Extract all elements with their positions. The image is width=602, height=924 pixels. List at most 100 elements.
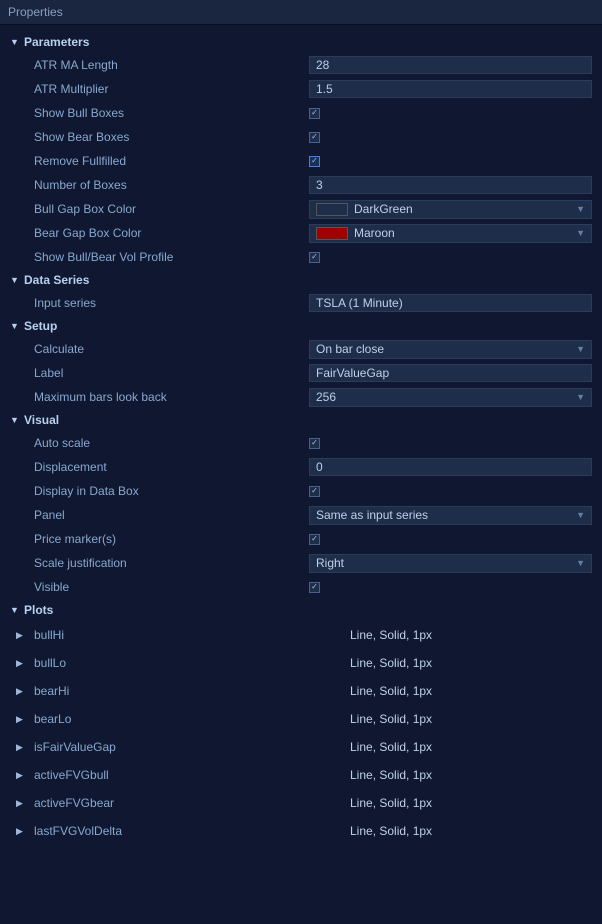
section-plots-title: Plots [24,603,53,617]
plot-name: bullHi [34,628,350,642]
section-visual-title: Visual [24,413,59,427]
chevron-down-icon: ▼ [576,510,585,520]
checkbox-auto-scale[interactable] [309,438,320,449]
bull-gap-color-name: DarkGreen [354,202,576,216]
row-label-field: Label [0,361,602,385]
row-displacement: Displacement [0,455,602,479]
panel-title: Properties [0,0,602,25]
plot-row-bullLo[interactable]: bullLoLine, Solid, 1px [0,649,602,677]
plot-row-activeFVGbull[interactable]: activeFVGbullLine, Solid, 1px [0,761,602,789]
plot-desc: Line, Solid, 1px [350,684,432,698]
checkbox-price-marker[interactable] [309,534,320,545]
label-input-series: Input series [34,296,309,310]
row-show-bear-boxes: Show Bear Boxes [0,125,602,149]
select-bear-gap-color[interactable]: Maroon ▼ [309,224,592,243]
select-scale-just[interactable]: Right ▼ [309,554,592,573]
label-remove-fullfilled: Remove Fullfilled [34,154,309,168]
input-atr-ma-length[interactable] [309,56,592,74]
plot-row-bearLo[interactable]: bearLoLine, Solid, 1px [0,705,602,733]
section-plots[interactable]: Plots [0,599,602,621]
section-parameters-title: Parameters [24,35,89,49]
section-parameters[interactable]: Parameters [0,31,602,53]
plot-name: lastFVGVolDelta [34,824,350,838]
input-atr-multiplier[interactable] [309,80,592,98]
checkbox-show-vol-profile[interactable] [309,252,320,263]
checkbox-visible[interactable] [309,582,320,593]
select-max-bars[interactable]: 256 ▼ [309,388,592,407]
label-calculate: Calculate [34,342,309,356]
input-number-of-boxes[interactable] [309,176,592,194]
row-atr-multiplier: ATR Multiplier [0,77,602,101]
checkbox-show-bear-boxes[interactable] [309,132,320,143]
row-show-vol-profile: Show Bull/Bear Vol Profile [0,245,602,269]
label-bear-gap-color: Bear Gap Box Color [34,226,309,240]
label-display-databox: Display in Data Box [34,484,309,498]
chevron-down-icon [10,321,20,331]
chevron-down-icon: ▼ [576,204,585,214]
chevron-down-icon: ▼ [576,558,585,568]
label-show-vol-profile: Show Bull/Bear Vol Profile [34,250,309,264]
plot-row-bullHi[interactable]: bullHiLine, Solid, 1px [0,621,602,649]
section-data-series-title: Data Series [24,273,89,287]
plot-row-isFairValueGap[interactable]: isFairValueGapLine, Solid, 1px [0,733,602,761]
chevron-down-icon [10,605,20,615]
chevron-right-icon [16,826,26,837]
input-displacement[interactable] [309,458,592,476]
label-scale-just: Scale justification [34,556,309,570]
label-panel: Panel [34,508,309,522]
label-show-bull-boxes: Show Bull Boxes [34,106,309,120]
select-calculate[interactable]: On bar close ▼ [309,340,592,359]
chevron-right-icon [16,658,26,669]
label-price-marker: Price marker(s) [34,532,309,546]
plot-desc: Line, Solid, 1px [350,740,432,754]
chevron-down-icon [10,275,20,285]
plot-name: bullLo [34,656,350,670]
row-number-of-boxes: Number of Boxes [0,173,602,197]
chevron-right-icon [16,630,26,641]
row-panel: Panel Same as input series ▼ [0,503,602,527]
section-setup-title: Setup [24,319,57,333]
input-label[interactable] [309,364,592,382]
row-calculate: Calculate On bar close ▼ [0,337,602,361]
input-input-series[interactable] [309,294,592,312]
section-visual[interactable]: Visual [0,409,602,431]
plot-name: activeFVGbull [34,768,350,782]
chevron-right-icon [16,686,26,697]
select-calculate-value: On bar close [316,342,384,356]
select-panel[interactable]: Same as input series ▼ [309,506,592,525]
swatch-bull-gap [316,203,348,216]
plot-row-lastFVGVolDelta[interactable]: lastFVGVolDeltaLine, Solid, 1px [0,817,602,845]
select-bull-gap-color[interactable]: DarkGreen ▼ [309,200,592,219]
plot-desc: Line, Solid, 1px [350,656,432,670]
label-atr-ma-length: ATR MA Length [34,58,309,72]
plot-row-activeFVGbear[interactable]: activeFVGbearLine, Solid, 1px [0,789,602,817]
chevron-down-icon: ▼ [576,228,585,238]
section-data-series[interactable]: Data Series [0,269,602,291]
checkbox-remove-fullfilled[interactable] [309,156,320,167]
bear-gap-color-name: Maroon [354,226,576,240]
row-scale-just: Scale justification Right ▼ [0,551,602,575]
plot-name: bearHi [34,684,350,698]
chevron-down-icon: ▼ [576,344,585,354]
checkbox-display-databox[interactable] [309,486,320,497]
plot-desc: Line, Solid, 1px [350,712,432,726]
row-display-databox: Display in Data Box [0,479,602,503]
plot-row-bearHi[interactable]: bearHiLine, Solid, 1px [0,677,602,705]
row-bear-gap-color: Bear Gap Box Color Maroon ▼ [0,221,602,245]
checkbox-show-bull-boxes[interactable] [309,108,320,119]
properties-content: Parameters ATR MA Length ATR Multiplier … [0,25,602,845]
row-input-series: Input series [0,291,602,315]
row-price-marker: Price marker(s) [0,527,602,551]
row-show-bull-boxes: Show Bull Boxes [0,101,602,125]
label-visible: Visible [34,580,309,594]
plot-desc: Line, Solid, 1px [350,796,432,810]
label-max-bars: Maximum bars look back [34,390,309,404]
chevron-down-icon: ▼ [576,392,585,402]
plot-desc: Line, Solid, 1px [350,628,432,642]
label-displacement: Displacement [34,460,309,474]
row-atr-ma-length: ATR MA Length [0,53,602,77]
label-number-of-boxes: Number of Boxes [34,178,309,192]
plot-name: bearLo [34,712,350,726]
chevron-down-icon [10,415,20,425]
section-setup[interactable]: Setup [0,315,602,337]
